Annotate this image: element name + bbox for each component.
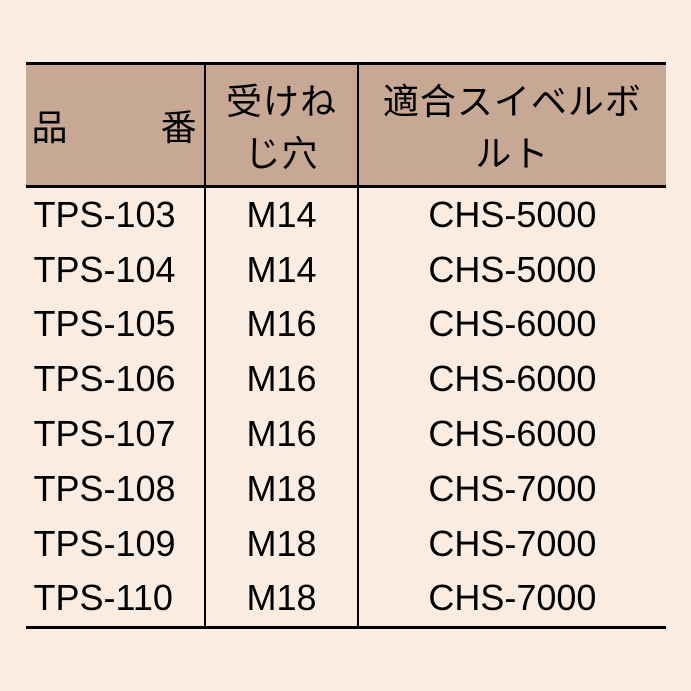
header-part-number: 品 番 (26, 63, 205, 186)
cell-hole: M16 (205, 407, 359, 462)
table-row: TPS-103 M14 CHS-5000 (26, 186, 666, 242)
cell-hole: M14 (205, 243, 359, 298)
cell-bolt: CHS-6000 (358, 407, 665, 462)
cell-part: TPS-110 (26, 571, 205, 627)
cell-part: TPS-103 (26, 186, 205, 242)
cell-bolt: CHS-6000 (358, 297, 665, 352)
table-row: TPS-105 M16 CHS-6000 (26, 297, 666, 352)
cell-part: TPS-105 (26, 297, 205, 352)
table-row: TPS-110 M18 CHS-7000 (26, 571, 666, 627)
table-row: TPS-104 M14 CHS-5000 (26, 243, 666, 298)
cell-hole: M18 (205, 571, 359, 627)
header-screw-hole: 受けねじ穴 (205, 63, 359, 186)
cell-part: TPS-104 (26, 243, 205, 298)
cell-bolt: CHS-5000 (358, 186, 665, 242)
cell-part: TPS-106 (26, 352, 205, 407)
cell-bolt: CHS-7000 (358, 517, 665, 572)
cell-part: TPS-109 (26, 517, 205, 572)
table-row: TPS-109 M18 CHS-7000 (26, 517, 666, 572)
spec-table-container: 品 番 受けねじ穴 適合スイベルボルト TPS-103 M14 CHS-5000… (26, 62, 666, 629)
cell-hole: M16 (205, 297, 359, 352)
cell-hole: M14 (205, 186, 359, 242)
cell-part: TPS-108 (26, 462, 205, 517)
header-swivel-bolt: 適合スイベルボルト (358, 63, 665, 186)
table-row: TPS-108 M18 CHS-7000 (26, 462, 666, 517)
cell-bolt: CHS-5000 (358, 243, 665, 298)
cell-part: TPS-107 (26, 407, 205, 462)
cell-bolt: CHS-7000 (358, 571, 665, 627)
table-row: TPS-107 M16 CHS-6000 (26, 407, 666, 462)
table-header: 品 番 受けねじ穴 適合スイベルボルト (26, 63, 666, 186)
cell-hole: M18 (205, 517, 359, 572)
cell-bolt: CHS-7000 (358, 462, 665, 517)
spec-table: 品 番 受けねじ穴 適合スイベルボルト TPS-103 M14 CHS-5000… (26, 62, 666, 629)
table-row: TPS-106 M16 CHS-6000 (26, 352, 666, 407)
cell-hole: M18 (205, 462, 359, 517)
cell-hole: M16 (205, 352, 359, 407)
table-body: TPS-103 M14 CHS-5000 TPS-104 M14 CHS-500… (26, 186, 666, 627)
cell-bolt: CHS-6000 (358, 352, 665, 407)
